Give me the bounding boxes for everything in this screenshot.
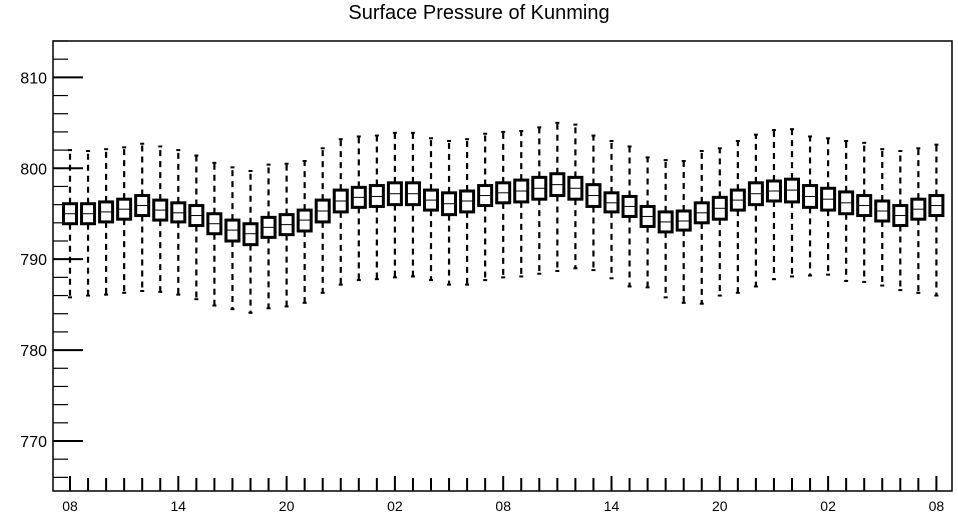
x-tick-label: 20 bbox=[279, 498, 295, 514]
y-tick-label: 770 bbox=[20, 434, 47, 451]
y-tick-label: 810 bbox=[20, 70, 47, 87]
boxplot-chart: 770 780 790 800 810 08 14 20 02 08 14 20 02 08 bbox=[0, 0, 958, 520]
y-tick-label: 800 bbox=[20, 161, 47, 178]
x-tick-label: 20 bbox=[712, 498, 728, 514]
x-tick-label: 08 bbox=[929, 498, 945, 514]
x-tick-label: 02 bbox=[820, 498, 836, 514]
y-tick-label: 790 bbox=[20, 252, 47, 269]
x-tick-label: 14 bbox=[604, 498, 620, 514]
plot-frame bbox=[53, 41, 952, 491]
y-tick-label: 780 bbox=[20, 343, 47, 360]
x-tick-label: 14 bbox=[171, 498, 187, 514]
x-tick-label: 08 bbox=[495, 498, 511, 514]
x-tick-label: 08 bbox=[62, 498, 78, 514]
x-tick-label: 02 bbox=[387, 498, 403, 514]
